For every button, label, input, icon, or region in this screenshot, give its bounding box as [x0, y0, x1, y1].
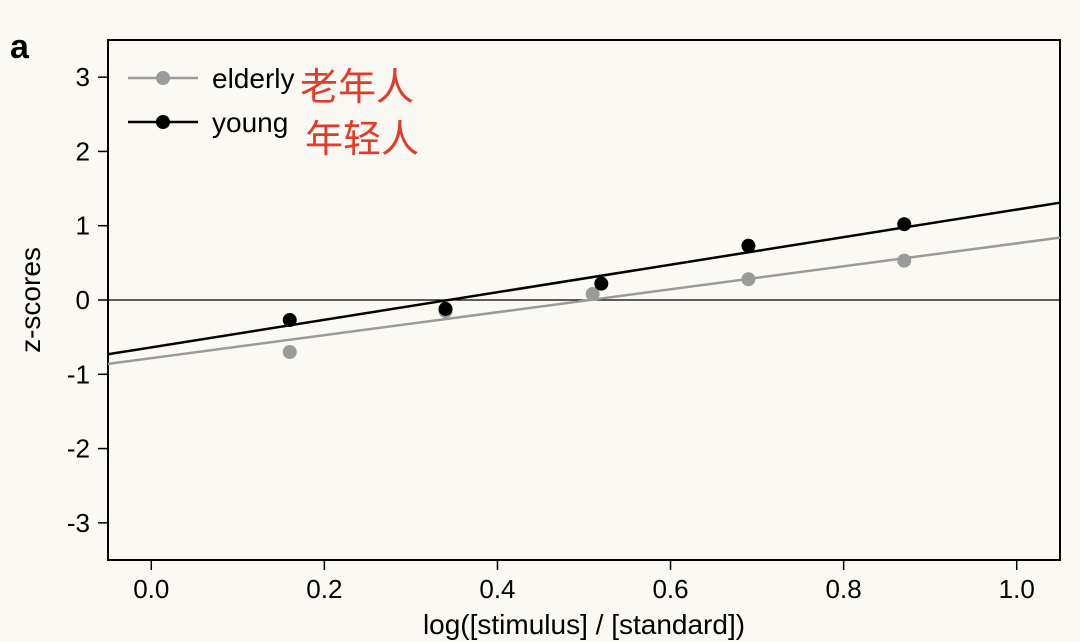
x-tick-label: 0.6	[652, 574, 688, 604]
panel-label: a	[10, 28, 29, 67]
marker-elderly	[283, 345, 297, 359]
legend-marker-elderly	[156, 71, 170, 85]
y-axis-label: z-scores	[15, 247, 46, 353]
marker-young	[897, 217, 911, 231]
marker-young	[594, 277, 608, 291]
annotation-elderly-cn: 老年人	[300, 56, 414, 111]
y-tick-label: 2	[76, 136, 90, 166]
x-axis-label: log([stimulus] / [standard])	[423, 609, 745, 640]
x-tick-label: 1.0	[999, 574, 1035, 604]
y-tick-label: -2	[67, 434, 90, 464]
marker-elderly	[741, 272, 755, 286]
chart-container: a -3 -2 -1 0 1 2 3 0.0 0.2 0.4 0.6 0.8 1.0 log([stimu…	[0, 0, 1080, 642]
marker-young	[439, 302, 453, 316]
marker-young	[283, 313, 297, 327]
legend-marker-young	[156, 115, 170, 129]
y-tick-label: 1	[76, 211, 90, 241]
plot-svg: -3 -2 -1 0 1 2 3 0.0 0.2 0.4 0.6 0.8 1.0 log([stimulu…	[0, 0, 1080, 642]
marker-young	[741, 239, 755, 253]
marker-elderly	[897, 254, 911, 268]
y-tick-label: 3	[76, 62, 90, 92]
fit-line-elderly	[108, 238, 1060, 364]
y-tick-label: -1	[67, 359, 90, 389]
x-tick-label: 0.0	[133, 574, 169, 604]
x-tick-label: 0.4	[479, 574, 515, 604]
annotation-young-cn: 年轻人	[305, 108, 419, 163]
x-tick-label: 0.8	[826, 574, 862, 604]
y-tick-label: 0	[76, 285, 90, 315]
fit-line-young	[108, 203, 1060, 355]
x-tick-label: 0.2	[306, 574, 342, 604]
legend-label-young: young	[212, 107, 288, 138]
legend-label-elderly: elderly	[212, 63, 294, 94]
y-tick-label: -3	[67, 508, 90, 538]
